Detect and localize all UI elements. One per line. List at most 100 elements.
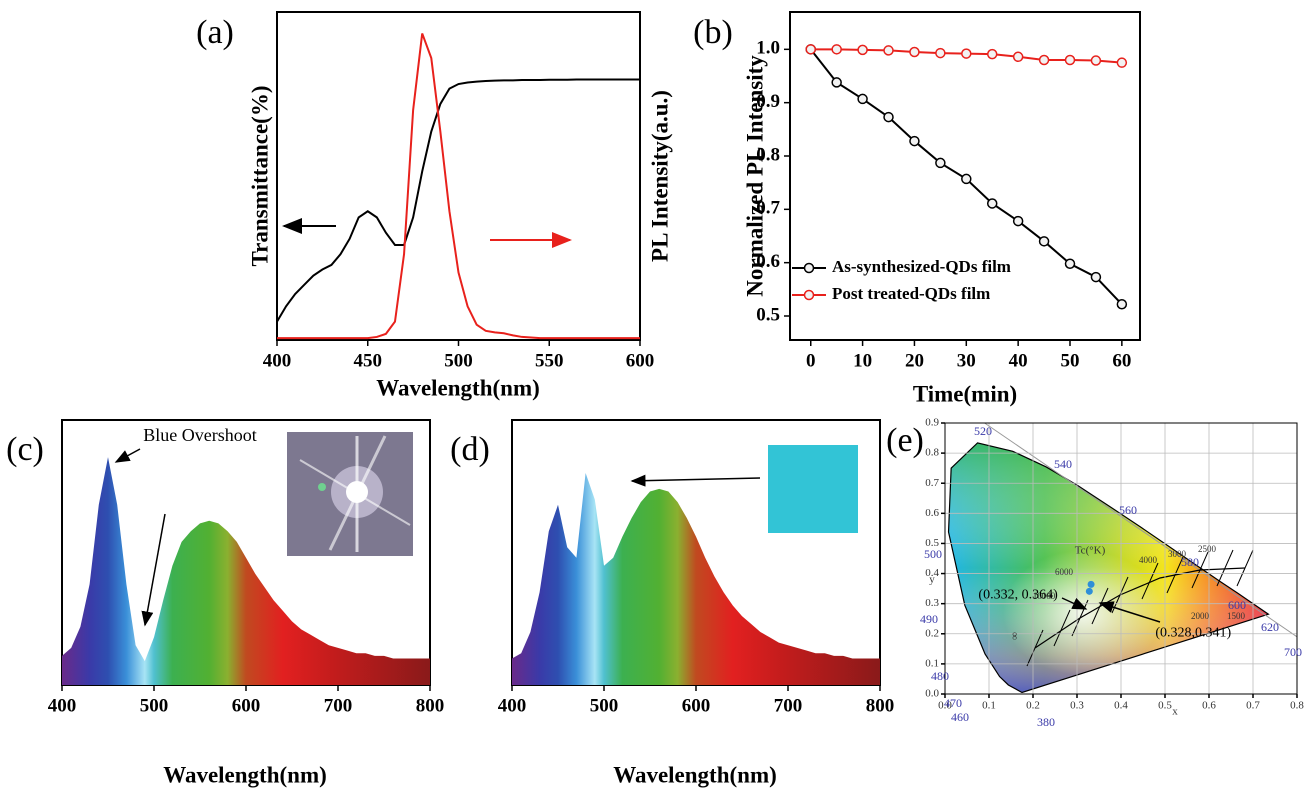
x-tick-label: 30 <box>957 350 976 371</box>
x-tick-label: 60 <box>1112 350 1131 371</box>
marker <box>986 48 998 60</box>
marker <box>961 48 972 59</box>
marker <box>935 157 946 169</box>
annotation: Cyan Gap <box>164 485 236 505</box>
legend-label: Post treated-QDs film <box>832 284 990 303</box>
marker <box>1116 57 1128 68</box>
marker <box>831 44 842 55</box>
x-tick-label: 0.1 <box>982 700 996 712</box>
x-tick-label: 10 <box>853 350 872 371</box>
marker <box>986 198 998 209</box>
x-tick-label: 500 <box>444 350 473 371</box>
marker <box>909 46 920 58</box>
x-tick-label: 500 <box>140 695 169 716</box>
series-line <box>276 78 640 323</box>
panel-label: (a) <box>196 14 234 51</box>
plot-frame <box>276 11 641 341</box>
y-axis-label: y <box>929 574 935 586</box>
y-tick-label: 1.0 <box>756 38 780 59</box>
y-tick-label: 0.2 <box>925 627 939 639</box>
spectrum-area <box>62 457 430 685</box>
cct-label: 6000 <box>1055 567 1074 577</box>
locus-label: 600 <box>1228 598 1246 612</box>
y2-axis-label: PL Intensity(a.u.) <box>647 90 672 262</box>
x-tick-label: 0.7 <box>1246 700 1260 712</box>
arrow <box>630 474 761 487</box>
locus-label: 490 <box>920 612 938 626</box>
x-tick-label: 800 <box>866 695 895 716</box>
locus-label: 480 <box>931 669 949 683</box>
x-tick-label: 400 <box>263 350 292 371</box>
panel-label: (d) <box>450 431 490 468</box>
x-tick-label: 700 <box>774 695 803 716</box>
locus-label: 460 <box>951 710 969 724</box>
isotherm <box>1026 629 1044 667</box>
marker <box>961 173 972 185</box>
locus-label: 580 <box>1181 555 1199 569</box>
locus-label: 470 <box>944 696 962 710</box>
marker <box>1038 54 1050 66</box>
x-tick-label: 600 <box>626 350 655 371</box>
isotherm <box>1141 562 1159 600</box>
isotherm <box>1216 549 1234 587</box>
cie-gamut <box>948 442 1269 693</box>
x-tick-label: 700 <box>324 695 353 716</box>
point <box>1085 587 1093 595</box>
locus-label: 520 <box>974 424 992 438</box>
x-axis-label: Wavelength(nm) <box>163 762 327 787</box>
planck-locus <box>1034 567 1246 649</box>
cct-label: 4000 <box>1139 555 1158 565</box>
marker <box>805 44 816 55</box>
point-label: (0.332, 0.364) <box>978 588 1058 603</box>
marker <box>857 93 868 105</box>
x-tick-label: 0.5 <box>1158 700 1172 712</box>
x-tick-label: 0.4 <box>1114 700 1128 712</box>
y-tick-label: 0.6 <box>925 507 939 519</box>
x-tick-label: 0.2 <box>1026 700 1040 712</box>
locus-label: 540 <box>1054 457 1072 471</box>
isotherm <box>1191 551 1209 589</box>
marker <box>1038 236 1050 247</box>
x-axis-label: Wavelength(nm) <box>613 762 777 787</box>
isotherm <box>1236 549 1254 587</box>
arrow <box>114 448 141 463</box>
x-tick-label: 600 <box>682 695 711 716</box>
cct-label: 2500 <box>1198 544 1217 554</box>
marker <box>1012 51 1024 63</box>
x-axis-label: Wavelength(nm) <box>376 375 540 400</box>
x-tick-label: 0 <box>806 350 816 371</box>
spectrum-area <box>512 473 880 685</box>
annotation: Blue Overshoot <box>143 425 256 445</box>
arrow <box>1061 597 1088 610</box>
x-tick-label: 0.8 <box>1290 700 1304 712</box>
arrow <box>141 513 166 627</box>
marker <box>1090 55 1102 66</box>
y-tick-label: 0.8 <box>925 447 939 459</box>
marker <box>935 47 946 59</box>
marker <box>857 44 868 56</box>
marker <box>909 135 920 147</box>
x-tick-label: 40 <box>1009 350 1028 371</box>
x-axis-label: Time(min) <box>913 381 1017 406</box>
x-axis-label: x <box>1172 706 1178 718</box>
x-tick-label: 400 <box>498 695 527 716</box>
series-line <box>277 33 640 340</box>
isotherm <box>1166 556 1184 594</box>
arrow <box>1098 601 1161 623</box>
marker <box>1064 54 1076 66</box>
y-tick-label: 0.9 <box>925 417 939 429</box>
y-tick-label: 0.5 <box>756 304 780 325</box>
marker <box>1064 258 1076 269</box>
y-tick-label: 0.7 <box>925 477 939 489</box>
legend-marker <box>803 262 815 274</box>
x-tick-label: 800 <box>416 695 445 716</box>
y-tick-label: 0.8 <box>756 144 780 165</box>
marker <box>1090 271 1102 283</box>
y-tick-label: 0.0 <box>925 688 939 700</box>
panel-label: (e) <box>886 422 924 459</box>
legend-marker <box>803 289 815 301</box>
plot-frame <box>944 422 1298 695</box>
y-tick-label: 0.3 <box>925 597 939 609</box>
x-tick-label: 450 <box>354 350 383 371</box>
y-tick-label: 0.7 <box>756 198 780 219</box>
